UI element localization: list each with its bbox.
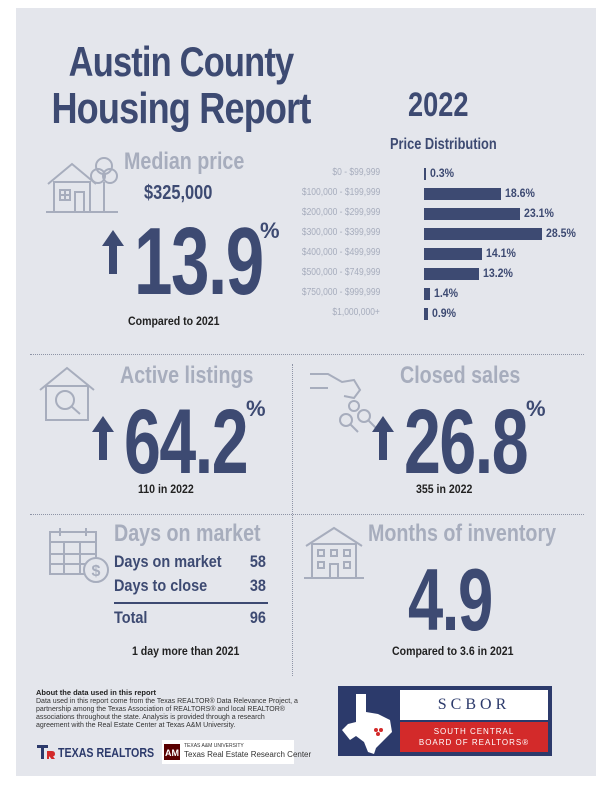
closed-sales-heading: Closed sales [400,362,521,389]
closed-sales-note: 355 in 2022 [416,482,473,496]
price-bar-value: 18.6% [505,186,535,200]
divider-horizontal-2 [30,514,584,515]
report-year: 2022 [408,86,469,124]
median-price-change: 13.9 [134,208,264,315]
price-distribution-title: Price Distribution [390,136,497,153]
days-on-market-note: 1 day more than 2021 [132,644,240,658]
days-on-market-heading: Days on market [114,520,261,547]
about-title: About the data used in this report [36,688,157,697]
price-bar-value: 28.5% [546,226,576,240]
price-bar [424,168,426,180]
price-bar [424,288,430,300]
days-on-market-row-value: 58 [249,552,266,571]
about-body: Data used in this report come from the T… [36,698,298,729]
months-inventory-heading: Months of inventory [368,520,557,547]
scbor-subtitle-1: SOUTH CENTRAL [433,727,515,736]
price-bar [424,268,479,280]
price-bar-value: 23.1% [523,206,554,220]
price-bar-label: $100,000 - $199,999 [301,187,380,198]
texas-realtors-logo: TEXAS REALTORS [36,742,160,762]
scbor-subtitle-2: BOARD OF REALTORS® [418,738,530,747]
price-bar-row: $200,000 - $299,999 23.1% [278,206,568,222]
days-to-close-row-label: Days to close [114,576,208,595]
house-tree-icon [46,157,118,213]
svg-text:AM: AM [165,748,179,758]
price-bar [424,208,520,220]
total-row-value: 96 [249,608,266,627]
price-bar [424,228,542,240]
texas-realtors-mark-icon [37,745,55,759]
price-bar-row: $1,000,000+ 0.9% [278,306,568,322]
texas-realtors-text: TEXAS REALTORS [58,745,155,760]
price-bar [424,188,501,200]
svg-text:$: $ [92,563,101,580]
days-to-close-row: Days to close 38 [114,576,266,598]
price-bar-row: $0 - $99,999 0.3% [278,166,568,182]
hand-keys-icon [310,373,377,433]
up-arrow-icon [372,416,394,460]
price-bar-label: $300,000 - $399,999 [301,227,380,238]
building-icon [304,526,364,579]
months-inventory-value: 4.9 [408,550,493,649]
price-bar [424,308,428,320]
closed-sales-pct-sign: % [526,396,546,421]
title-line-2: Housing Report [51,84,311,133]
divider-vertical [292,364,293,676]
price-bar-label: $500,000 - $749,999 [301,267,380,278]
house-search-icon [39,366,95,421]
price-bar-row: $100,000 - $199,999 18.6% [278,186,568,202]
price-bar-value: 0.9% [431,306,456,320]
calendar-dollar-icon: $ [49,528,109,583]
days-to-close-row-value: 38 [249,576,266,595]
active-listings-pct-sign: % [246,396,266,421]
texas-map-icon [342,694,392,754]
price-bar-label: $1,000,000+ [332,307,380,318]
median-price-value: $325,000 [144,182,213,204]
total-row: Total 96 [114,608,266,630]
median-price-pct-sign: % [260,218,280,243]
days-on-market-row-label: Days on market [114,552,222,571]
title-line-1: Austin County [68,38,294,85]
price-bar-row: $500,000 - $749,999 13.2% [278,266,568,282]
months-inventory-note: Compared to 3.6 in 2021 [392,644,514,658]
price-bar-label: $400,000 - $499,999 [301,247,380,258]
total-divider [114,602,268,604]
scbor-title-box: SCBOR [400,690,548,720]
price-bar-label: $200,000 - $299,999 [301,207,380,218]
tamu-small-text: TEXAS A&M UNIVERSITY [184,743,244,749]
closed-sales-change: 26.8 [404,391,529,493]
tamu-mark-icon: AM [164,744,180,760]
total-row-label: Total [114,608,148,627]
price-bar-label: $750,000 - $999,999 [301,287,380,298]
active-listings-change: 64.2 [124,391,249,493]
up-arrow-icon [92,416,114,460]
price-bar-row: $750,000 - $999,999 1.4% [278,286,568,302]
scbor-logo: SCBOR SOUTH CENTRAL BOARD OF REALTORS® [338,686,552,756]
active-listings-heading: Active listings [120,362,254,389]
report-page: Austin County Housing Report 2022 Median… [16,8,596,776]
days-on-market-row: Days on market 58 [114,552,266,574]
tamu-logo: AM TEXAS A&M UNIVERSITY Texas Real Estat… [162,740,311,764]
price-bar-row: $400,000 - $499,999 14.1% [278,246,568,262]
active-listings-note: 110 in 2022 [138,482,194,496]
median-price-note: Compared to 2021 [128,314,220,328]
median-price-heading: Median price [124,148,245,175]
price-bar [424,248,483,260]
price-bar-label: $0 - $99,999 [332,167,380,178]
price-bar-value: 13.2% [482,266,513,280]
price-bar-row: $300,000 - $399,999 28.5% [278,226,576,242]
divider-horizontal-1 [30,354,584,355]
price-bar-value: 0.3% [430,166,455,180]
price-bar-value: 1.4% [433,286,458,300]
up-arrow-icon [102,230,124,274]
price-bar-value: 14.1% [486,246,517,260]
tamu-text: Texas Real Estate Research Center [184,750,312,759]
scbor-title: SCBOR [437,696,511,713]
scbor-subtitle-box: SOUTH CENTRAL BOARD OF REALTORS® [400,722,548,752]
